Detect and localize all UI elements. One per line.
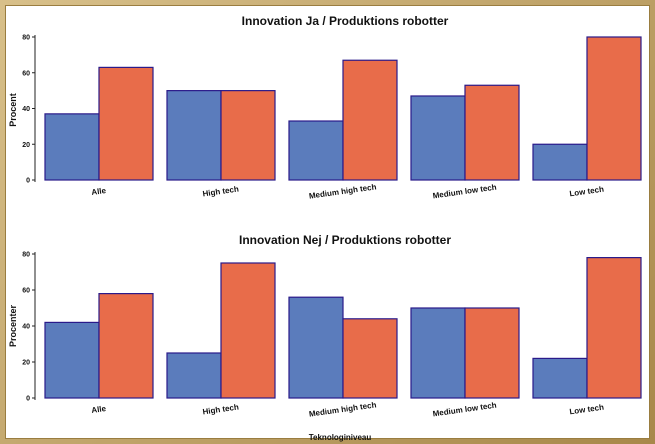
chart-2-bar <box>44 321 100 399</box>
chart-2-category-label: Low tech <box>569 403 605 417</box>
chart-1-title: Innovation Ja / Produktions robotter <box>242 14 449 28</box>
chart-2-y-tick-label: 20 <box>22 360 30 367</box>
chart-1-bar <box>98 66 154 181</box>
chart-2-category-label: High tech <box>202 403 239 417</box>
chart-1-bar <box>342 59 398 181</box>
chart-2-y-label: Procenter <box>8 305 18 348</box>
chart-1-bar <box>464 84 520 181</box>
chart-2-y-tick-label: 60 <box>22 288 30 295</box>
chart-1-y-label: Procent <box>8 93 18 127</box>
chart-1-category-label: Alle <box>91 186 107 197</box>
chart-2-bar <box>410 307 466 399</box>
chart-2-title: Innovation Nej / Produktions robotter <box>239 233 451 247</box>
chart-1-bar <box>586 36 642 181</box>
chart-2-bar <box>220 262 276 399</box>
chart-1-bar <box>44 113 100 181</box>
chart-1-category-label: Medium high tech <box>308 182 377 200</box>
chart-2-bar <box>464 307 520 399</box>
chart-1-bar <box>220 90 276 181</box>
chart-2-category-label: Alle <box>91 404 107 415</box>
chart-1-bar <box>166 90 222 181</box>
chart-2-bar <box>166 352 222 399</box>
chart-1-category-label: High tech <box>202 185 239 199</box>
chart-1-y-tick-label: 60 <box>22 70 30 77</box>
chart-2-y-tick-label: 40 <box>22 324 30 331</box>
chart-2-category-label: Medium low tech <box>432 401 497 419</box>
chart-1-bar <box>288 120 344 181</box>
chart-2-bar <box>98 293 154 399</box>
chart-1-category-label: Medium low tech <box>432 183 497 201</box>
chart-1-y-tick-label: 80 <box>22 35 30 42</box>
chart-2-bar <box>342 318 398 399</box>
chart-2-y-tick-label: 0 <box>26 396 30 403</box>
chart-1-y-tick-label: 0 <box>26 178 30 185</box>
chart-1-bar <box>532 143 588 181</box>
chart-2-y-tick-label: 80 <box>22 252 30 259</box>
chart-2-bar <box>586 257 642 399</box>
chart-1-category-label: Low tech <box>569 185 605 199</box>
chart-1-y-tick-label: 40 <box>22 106 30 113</box>
chart-2-category-label: Medium high tech <box>308 400 377 418</box>
chart-1-y-tick-label: 20 <box>22 142 30 149</box>
chart-1-bar <box>410 95 466 181</box>
chart-2-bar <box>532 357 588 399</box>
chart-2-x-label: Teknologiniveau <box>309 433 372 442</box>
chart-2-bar <box>288 296 344 399</box>
